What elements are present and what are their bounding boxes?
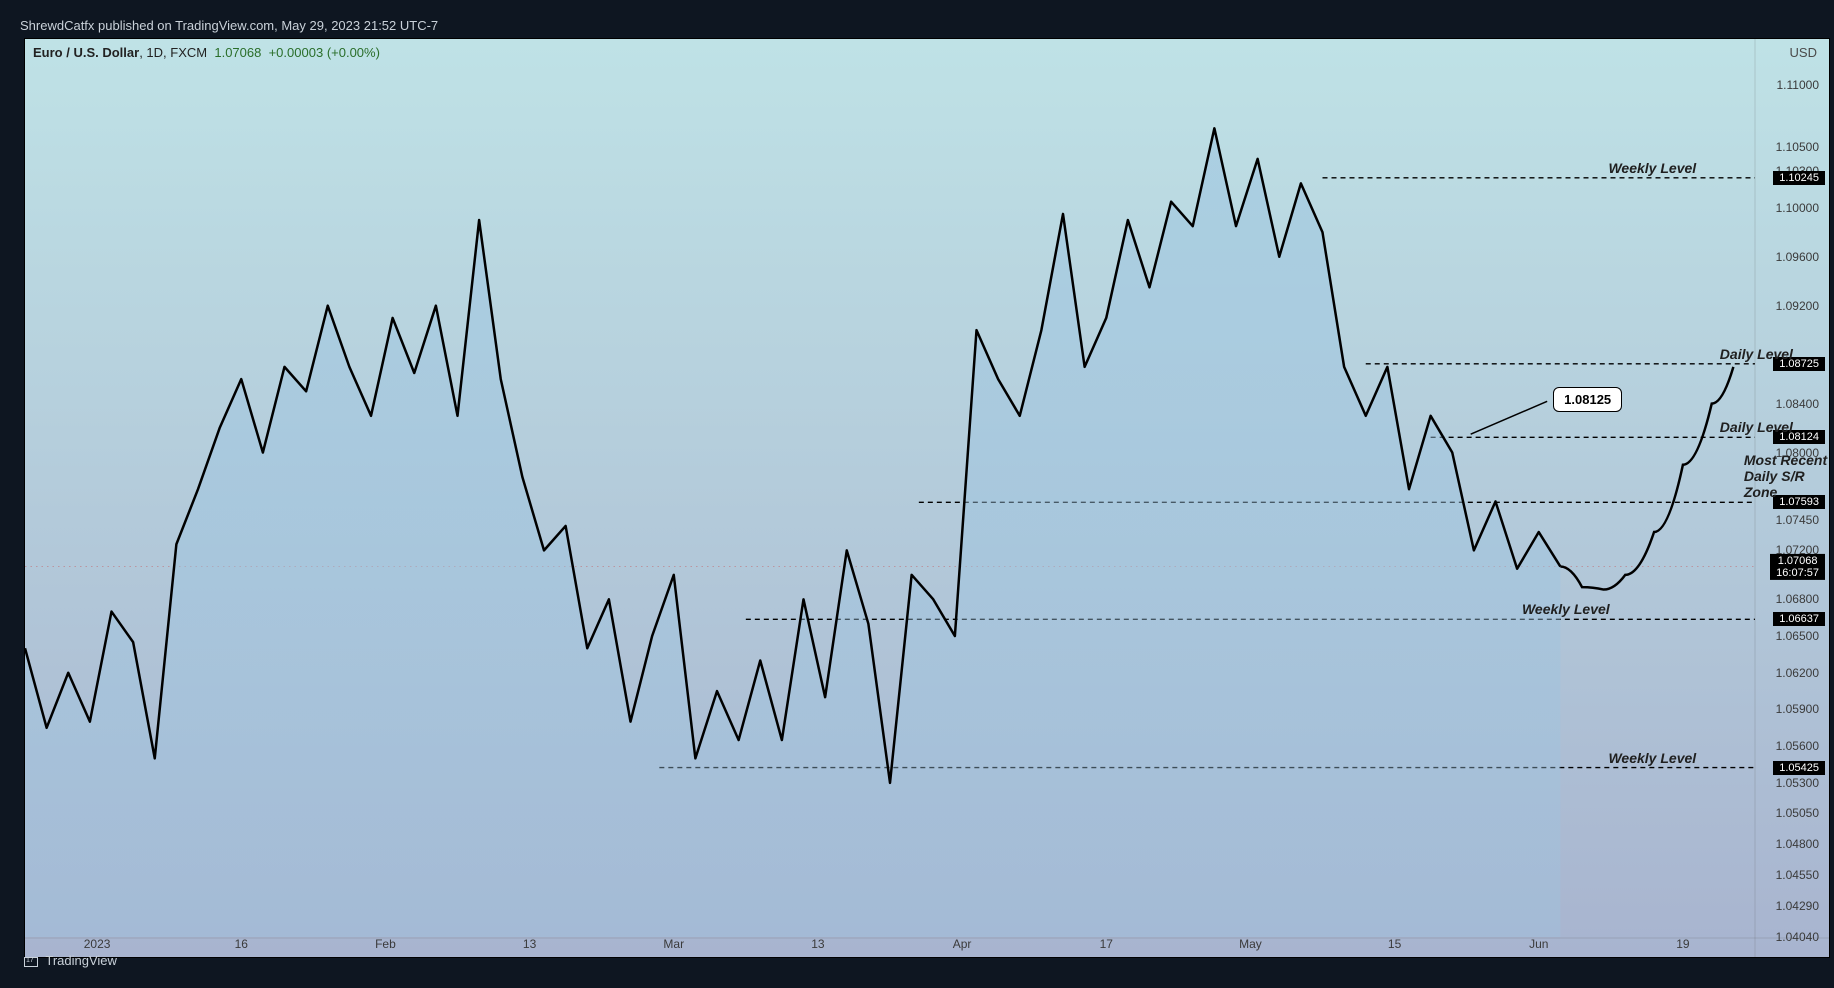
x-tick: 15: [1388, 937, 1401, 951]
publish-text: ShrewdCatfx published on TradingView.com…: [20, 18, 438, 33]
x-tick: Apr: [953, 937, 972, 951]
y-tick: 1.09200: [1776, 299, 1819, 313]
y-tick: 1.05600: [1776, 739, 1819, 753]
level-label-daily-2: Daily Level: [1720, 419, 1793, 437]
level-label-wk-bot: Weekly Level: [1608, 750, 1696, 768]
y-tick: 1.06200: [1776, 666, 1819, 680]
x-tick: 16: [235, 937, 248, 951]
level-label-sr-zone: Most Recent Daily S/R Zone: [1744, 452, 1829, 502]
level-label-daily-1: Daily Level: [1720, 346, 1793, 364]
x-tick: Feb: [375, 937, 396, 951]
y-tick: 1.05300: [1776, 776, 1819, 790]
y-tick: 1.06800: [1776, 592, 1819, 606]
y-tick: 1.05050: [1776, 806, 1819, 820]
x-tick: May: [1239, 937, 1262, 951]
y-tick: 1.04800: [1776, 837, 1819, 851]
y-tick: 1.06500: [1776, 629, 1819, 643]
y-tick: 1.11000: [1777, 78, 1820, 92]
y-tick: 1.09600: [1776, 250, 1819, 264]
x-tick: 13: [811, 937, 824, 951]
y-tick: 1.04040: [1776, 930, 1819, 944]
y-tick: 1.08400: [1776, 397, 1819, 411]
level-label-wk-mid: Weekly Level: [1522, 601, 1610, 619]
chart-svg: [25, 39, 1830, 958]
price-callout[interactable]: 1.08125: [1553, 387, 1622, 412]
y-tick: 1.05900: [1776, 702, 1819, 716]
footer-text: TradingView: [45, 953, 117, 968]
y-tick: 1.07450: [1776, 513, 1819, 527]
y-tick: 1.10000: [1776, 201, 1819, 215]
current-price-tag: 1.0706816:07:57: [1770, 553, 1825, 579]
chart-panel[interactable]: Euro / U.S. Dollar, 1D, FXCM 1.07068 +0.…: [24, 38, 1830, 958]
x-tick: Mar: [663, 937, 684, 951]
price-tag: 1.10245: [1773, 171, 1825, 185]
x-tick: 2023: [84, 937, 111, 951]
tradingview-icon: [24, 957, 38, 967]
x-tick: 19: [1676, 937, 1689, 951]
price-tag: 1.05425: [1773, 761, 1825, 775]
x-tick: Jun: [1529, 937, 1548, 951]
level-label-wk-top: Weekly Level: [1608, 160, 1696, 178]
footer-bar: TradingView: [24, 953, 117, 968]
price-tag: 1.06637: [1773, 612, 1825, 626]
x-tick: 13: [523, 937, 536, 951]
y-tick: 1.10500: [1776, 140, 1819, 154]
x-tick: 17: [1100, 937, 1113, 951]
outer-frame: ShrewdCatfx published on TradingView.com…: [10, 10, 1824, 978]
publish-header: ShrewdCatfx published on TradingView.com…: [20, 18, 1814, 36]
y-tick: 1.04290: [1776, 899, 1819, 913]
y-tick: 1.04550: [1776, 868, 1819, 882]
